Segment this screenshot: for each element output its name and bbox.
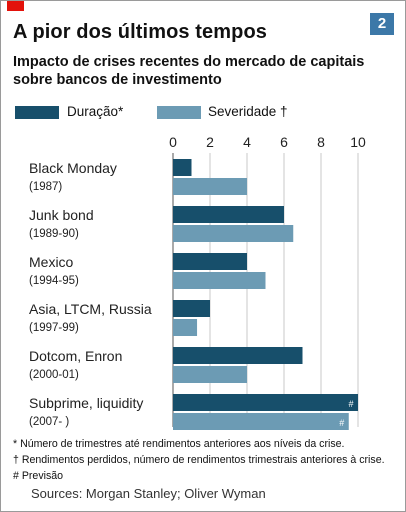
x-tick-label: 2 bbox=[206, 134, 214, 150]
x-tick-label: 8 bbox=[317, 134, 325, 150]
category-period: (1989-90) bbox=[29, 228, 79, 240]
legend-swatch-duration bbox=[15, 106, 59, 119]
bar-chart: 0 2 4 6 8 10 Black Monday (1987) Junk bond (1989-… bbox=[29, 134, 366, 430]
footnotes: * Número de trimestres até rendimentos a… bbox=[13, 436, 385, 484]
chart-number-badge: 2 bbox=[370, 13, 394, 35]
category-label: Mexico bbox=[29, 254, 74, 270]
footnote-duration: * Número de trimestres até rendimentos a… bbox=[13, 438, 345, 450]
bar-duration bbox=[173, 159, 192, 176]
bar-severity bbox=[173, 272, 266, 289]
bar-duration bbox=[173, 347, 303, 364]
category-period: (2000-01) bbox=[29, 369, 79, 381]
brand-tab bbox=[7, 1, 24, 11]
category-period: (1987) bbox=[29, 181, 62, 193]
legend-label-severity: Severidade † bbox=[208, 104, 288, 119]
bar-duration bbox=[173, 300, 210, 317]
forecast-mark: # bbox=[348, 399, 353, 409]
category-period: (2007- ) bbox=[29, 416, 69, 428]
x-tick-label: 0 bbox=[169, 134, 177, 150]
chart-subtitle: Impacto de crises recentes do mercado de… bbox=[13, 54, 365, 88]
x-tick-label: 4 bbox=[243, 134, 251, 150]
category-label: Junk bond bbox=[29, 207, 94, 223]
category-label: Asia, LTCM, Russia bbox=[29, 301, 152, 317]
x-tick-label: 10 bbox=[350, 134, 366, 150]
category-period: (1994-95) bbox=[29, 275, 79, 287]
category-label: Subprime, liquidity bbox=[29, 395, 143, 411]
footnote-severity: † Rendimentos perdidos, número de rendim… bbox=[13, 454, 385, 466]
x-tick-label: 6 bbox=[280, 134, 288, 150]
category-label: Dotcom, Enron bbox=[29, 348, 122, 364]
bar-severity bbox=[173, 413, 349, 430]
bar-duration bbox=[173, 394, 358, 411]
bar-severity bbox=[173, 319, 198, 336]
footnote-forecast: # Previsão bbox=[13, 470, 64, 482]
bar-severity bbox=[173, 225, 294, 242]
bar-severity bbox=[173, 366, 247, 383]
legend-swatch-severity bbox=[157, 106, 201, 119]
category-label: Black Monday bbox=[29, 160, 117, 176]
forecast-mark: # bbox=[339, 418, 344, 428]
chart-title: A pior dos últimos tempos bbox=[13, 21, 267, 43]
legend-label-duration: Duração* bbox=[67, 104, 124, 119]
source-note: Sources: Morgan Stanley; Oliver Wyman bbox=[31, 486, 266, 501]
bar-duration bbox=[173, 253, 247, 270]
category-period: (1997-99) bbox=[29, 322, 79, 334]
bar-severity bbox=[173, 178, 247, 195]
bar-duration bbox=[173, 206, 284, 223]
